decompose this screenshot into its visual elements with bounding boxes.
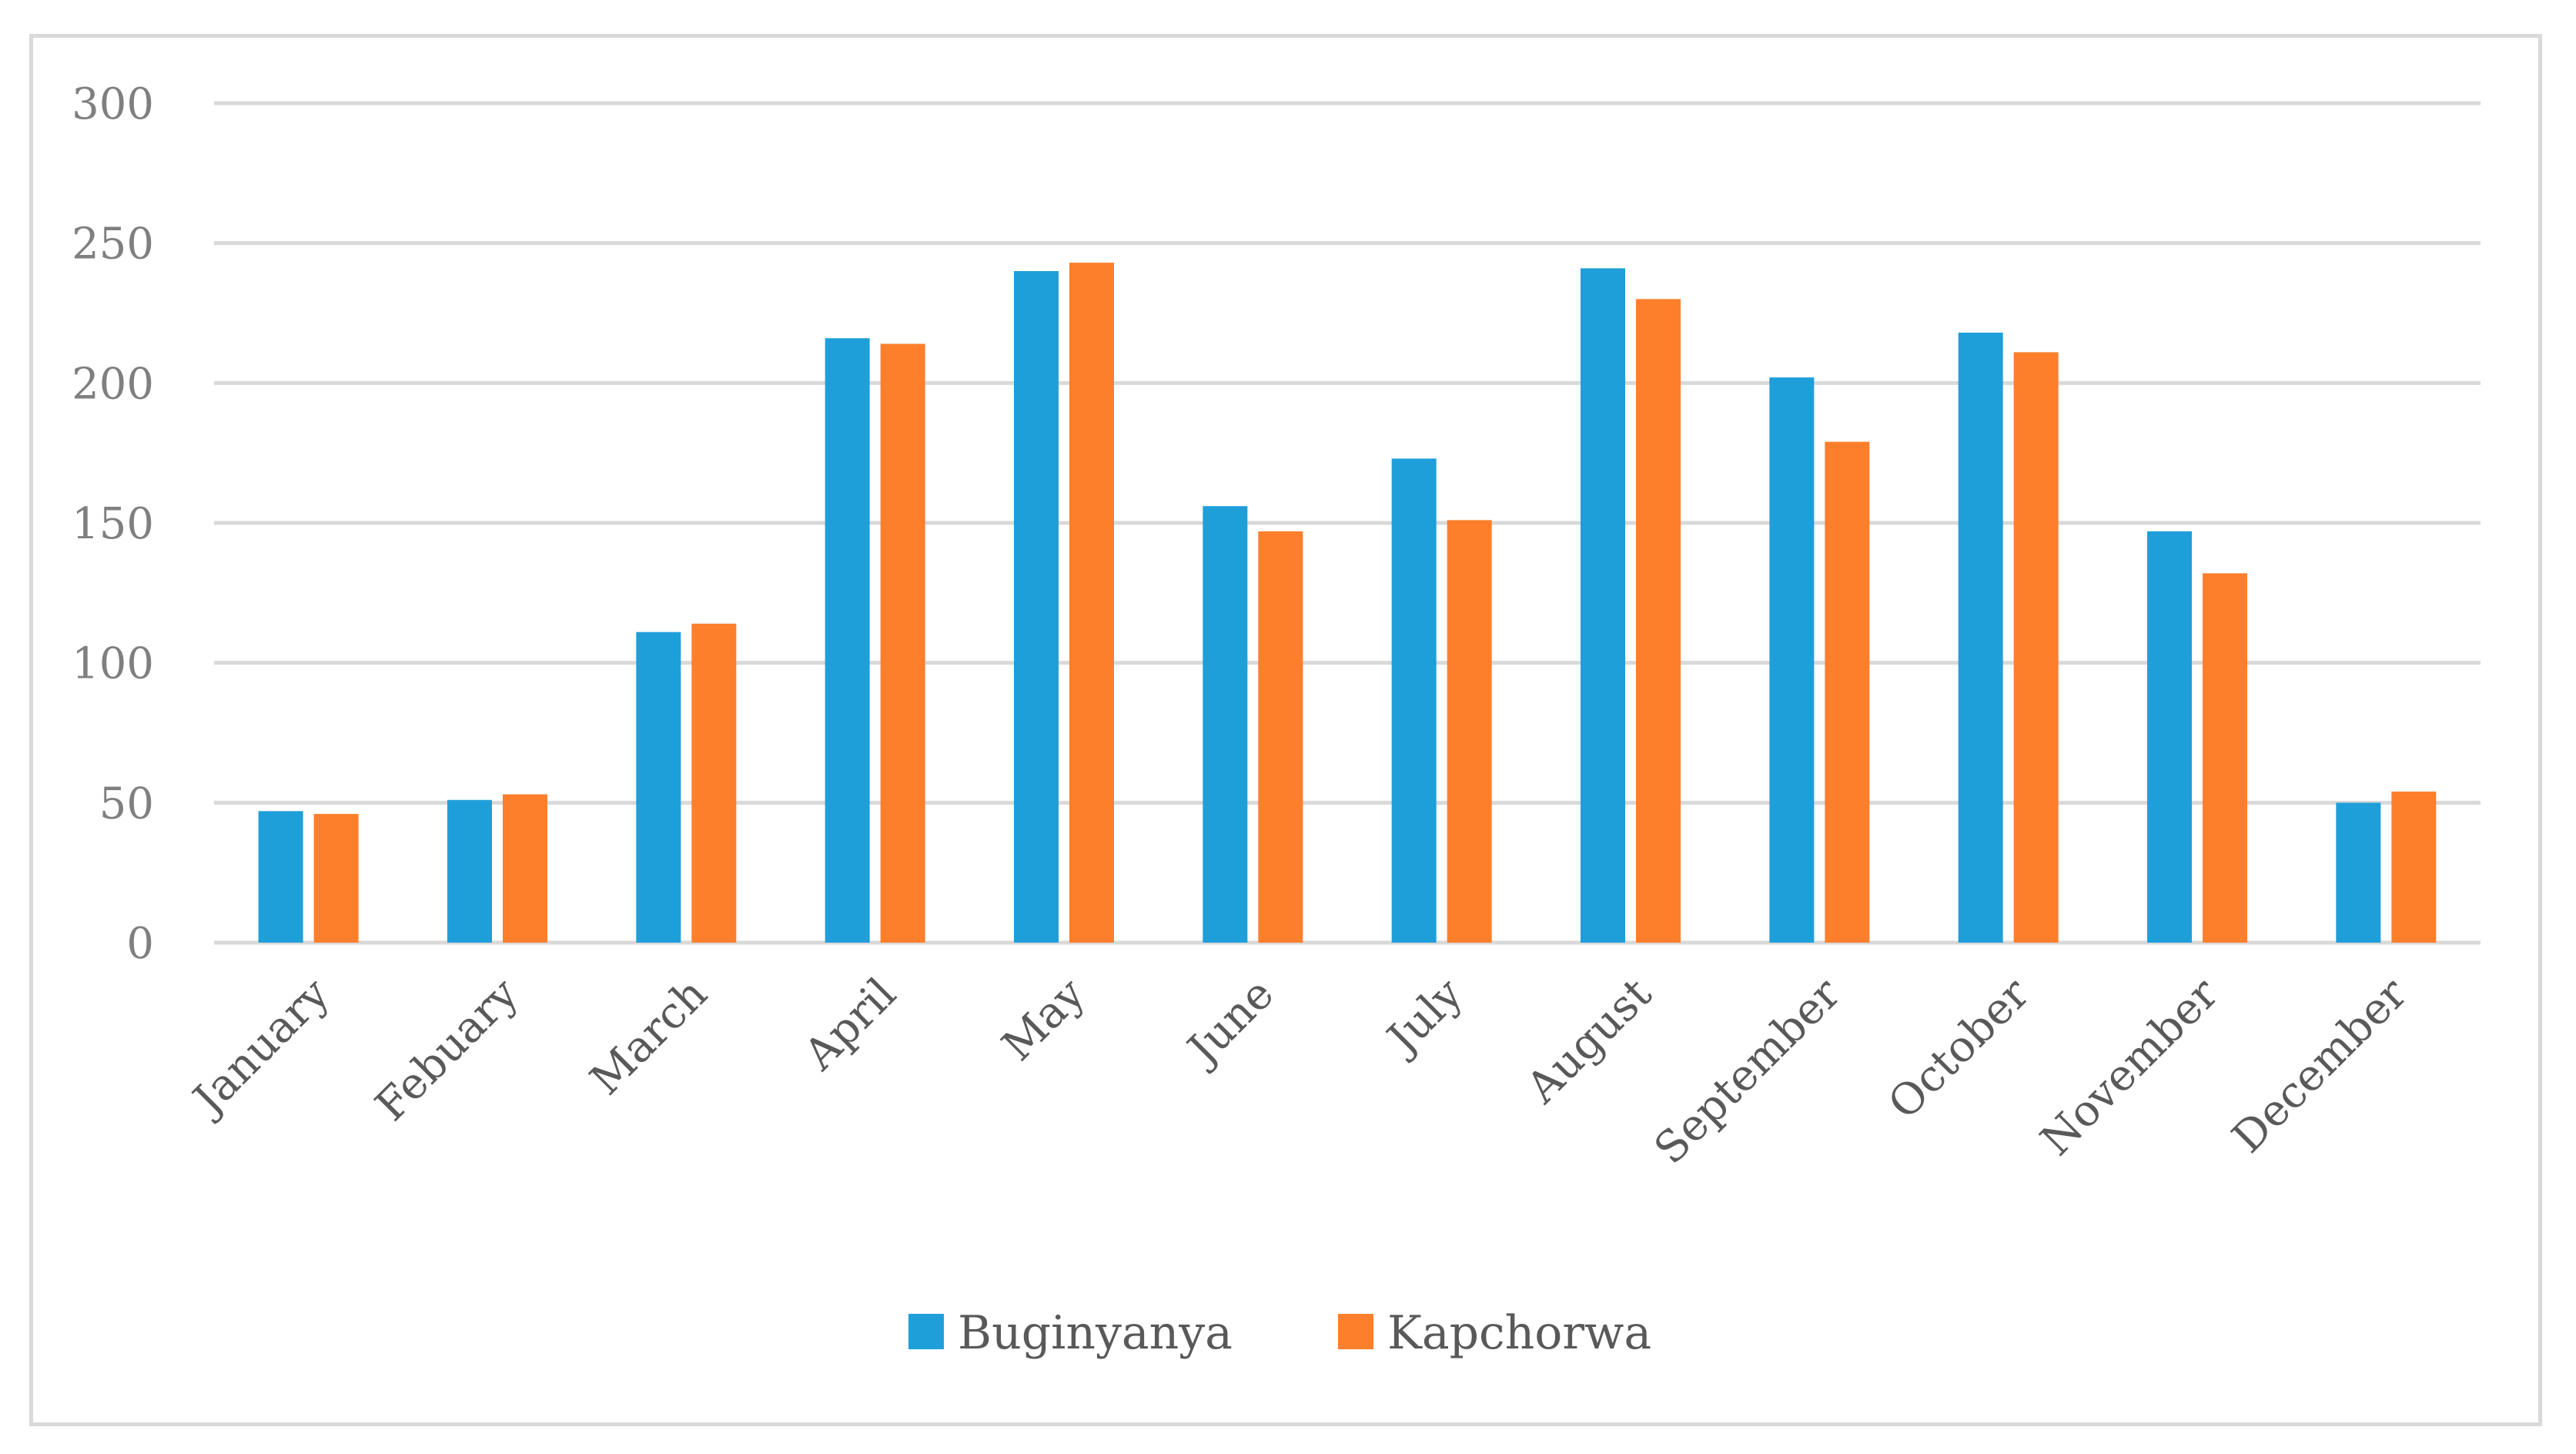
x-tick-label: July: [1376, 969, 1473, 1066]
bar-buginyanya-january: [258, 811, 303, 943]
x-tick-label: December: [2223, 969, 2417, 1163]
bar-buginyanya-march: [636, 632, 681, 943]
y-tick-label: 50: [99, 779, 154, 829]
y-axis-ticks: 0 50 100 150 200 250 300: [72, 79, 154, 969]
bar-buginyanya-may: [1014, 271, 1059, 943]
bar-buginyanya-december: [2336, 802, 2381, 943]
legend-label-buginyanya: Buginyanya: [958, 1306, 1233, 1360]
x-tick-label: May: [992, 969, 1095, 1071]
bar-buginyanya-november: [2147, 531, 2192, 943]
bar-buginyanya-september: [1769, 377, 1815, 943]
bar-buginyanya-august: [1581, 268, 1625, 943]
x-tick-label: October: [1879, 969, 2039, 1129]
bar-kapchorwa-july: [1447, 520, 1492, 943]
bar-buginyanya-april: [825, 338, 870, 943]
y-tick-label: 100: [72, 639, 154, 689]
x-tick-label: November: [2031, 969, 2228, 1166]
bar-kapchorwa-october: [2013, 352, 2059, 943]
bar-buginyanya-febuary: [447, 799, 492, 943]
bar-kapchorwa-june: [1258, 531, 1303, 943]
bar-buginyanya-june: [1203, 506, 1248, 943]
y-tick-label: 200: [72, 359, 154, 409]
bar-kapchorwa-april: [880, 343, 925, 943]
x-tick-label: Febuary: [366, 969, 528, 1131]
y-tick-label: 300: [72, 79, 154, 129]
x-tick-label: January: [182, 969, 340, 1127]
gridlines: [214, 101, 2481, 945]
x-tick-label: June: [1176, 969, 1283, 1077]
x-tick-label: March: [581, 969, 718, 1105]
legend-swatch-kapchorwa: [1338, 1314, 1373, 1349]
bar-kapchorwa-september: [1825, 441, 1870, 943]
bar-kapchorwa-march: [691, 623, 737, 943]
bar-kapchorwa-november: [2203, 573, 2247, 943]
bar-kapchorwa-may: [1069, 263, 1114, 943]
bar-kapchorwa-febuary: [503, 794, 547, 943]
legend: Buginyanya Kapchorwa: [908, 1306, 1651, 1360]
bar-kapchorwa-august: [1636, 299, 1681, 943]
y-tick-label: 0: [126, 919, 154, 969]
bars: [258, 263, 2437, 943]
x-tick-label: August: [1517, 969, 1661, 1114]
bar-kapchorwa-january: [313, 813, 359, 943]
legend-swatch-buginyanya: [908, 1314, 944, 1349]
y-tick-label: 250: [72, 219, 154, 270]
bar-kapchorwa-december: [2391, 791, 2437, 943]
bar-buginyanya-october: [1958, 332, 2003, 943]
bar-buginyanya-july: [1391, 458, 1437, 943]
x-tick-label: April: [795, 969, 906, 1080]
x-tick-label: September: [1645, 969, 1851, 1174]
y-tick-label: 150: [72, 499, 154, 549]
x-axis-labels: January Febuary March April May June July Augus…: [182, 969, 2417, 1174]
legend-label-kapchorwa: Kapchorwa: [1387, 1306, 1651, 1360]
